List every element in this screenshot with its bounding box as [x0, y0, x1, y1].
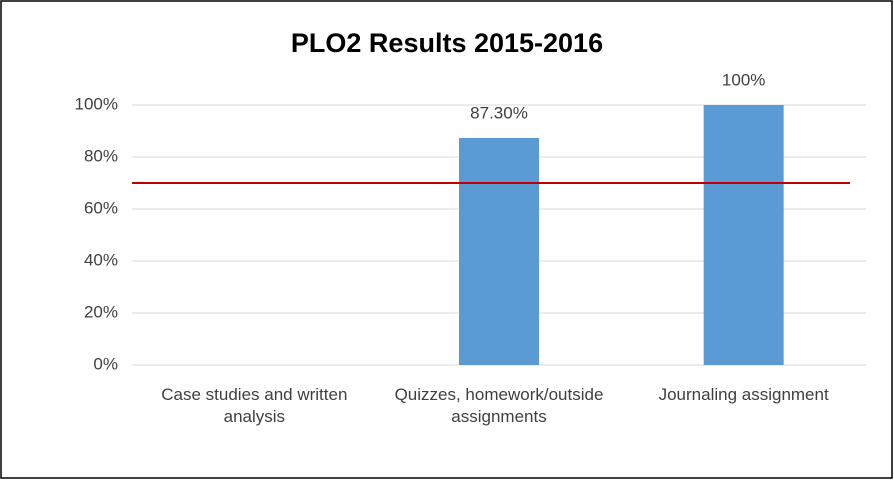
y-tick-label: 100%	[75, 94, 118, 113]
bar	[703, 105, 784, 365]
y-tick-label: 0%	[93, 354, 118, 373]
x-tick-label: Case studies and written analysis	[161, 385, 348, 426]
x-tick-label: Journaling assignment	[658, 385, 829, 404]
y-tick-label: 40%	[84, 250, 118, 269]
bar	[459, 138, 539, 365]
y-tick-label: 60%	[84, 198, 118, 217]
y-tick-label: 20%	[84, 302, 118, 321]
data-label: 100%	[722, 70, 765, 89]
x-tick-label: Quizzes, homework/outside assignments	[394, 385, 604, 426]
data-label: 87.30%	[470, 104, 528, 123]
chart-title: PLO2 Results 2015-2016	[291, 28, 603, 58]
y-tick-label: 80%	[84, 146, 118, 165]
